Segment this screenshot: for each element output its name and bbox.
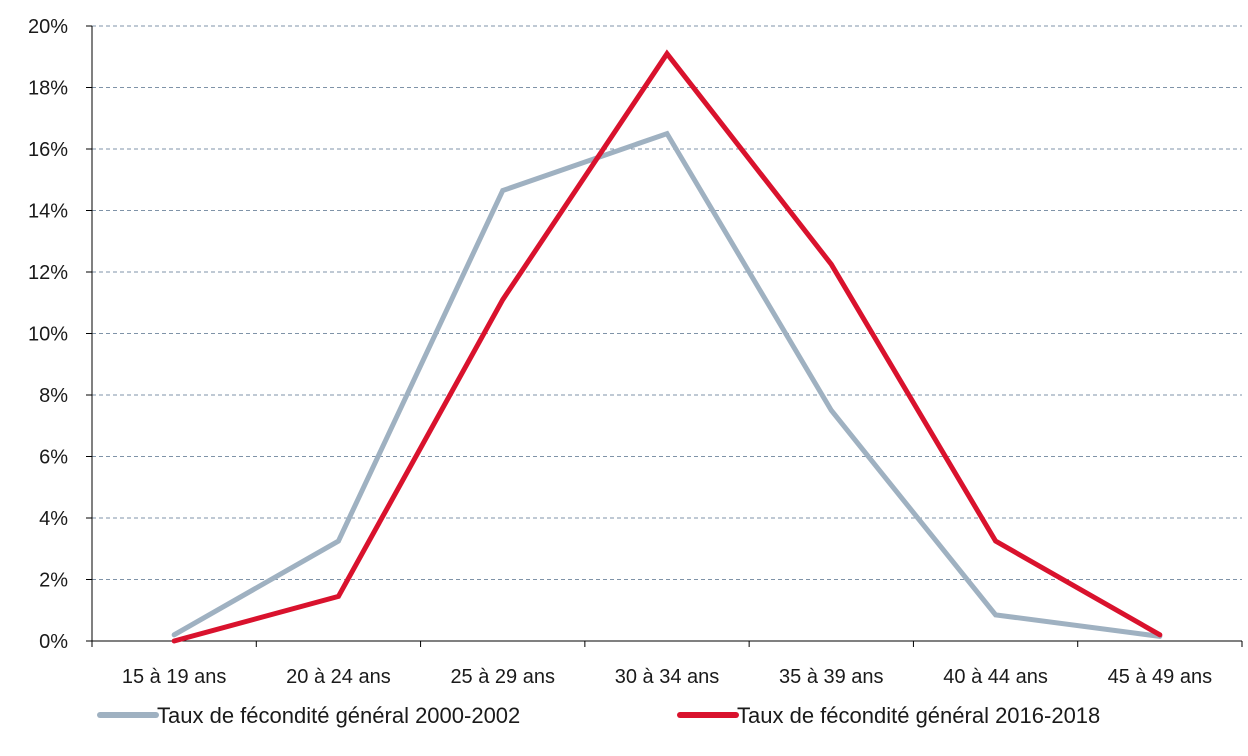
x-tick-label: 45 à 49 ans <box>1108 666 1213 688</box>
legend: Taux de fécondité général 2000-2002 Taux … <box>100 703 1100 728</box>
y-tick-label: 20% <box>28 16 68 38</box>
gridlines <box>92 26 1242 580</box>
y-tick-label: 14% <box>28 201 68 223</box>
x-tick-label: 15 à 19 ans <box>122 666 227 688</box>
y-tick-label: 10% <box>28 324 68 346</box>
series-line-1 <box>174 134 1160 637</box>
y-tick-label: 0% <box>39 631 68 653</box>
y-tick-label: 2% <box>39 570 68 592</box>
x-tick-label: 20 à 24 ans <box>286 666 391 688</box>
y-tick-label: 6% <box>39 447 68 469</box>
y-tick-label: 12% <box>28 262 68 284</box>
y-tick-label: 16% <box>28 139 68 161</box>
y-tick-label: 4% <box>39 508 68 530</box>
x-tick-label: 40 à 44 ans <box>943 666 1048 688</box>
x-tick-label: 30 à 34 ans <box>615 666 720 688</box>
y-tick-labels: 0% 2% 4% 6% 8% 10% 12% 14% 16% 18% 20% <box>28 16 68 653</box>
legend-label-2: Taux de fécondité général 2016-2018 <box>737 703 1100 728</box>
legend-label-1: Taux de fécondité général 2000-2002 <box>157 703 520 728</box>
axes <box>86 26 1242 647</box>
y-tick-label: 8% <box>39 385 68 407</box>
series-lines <box>174 54 1160 642</box>
y-tick-label: 18% <box>28 78 68 100</box>
x-tick-label: 25 à 29 ans <box>450 666 555 688</box>
x-tick-label: 35 à 39 ans <box>779 666 884 688</box>
x-tick-labels: 15 à 19 ans 20 à 24 ans 25 à 29 ans 30 à 34… <box>122 666 1212 688</box>
